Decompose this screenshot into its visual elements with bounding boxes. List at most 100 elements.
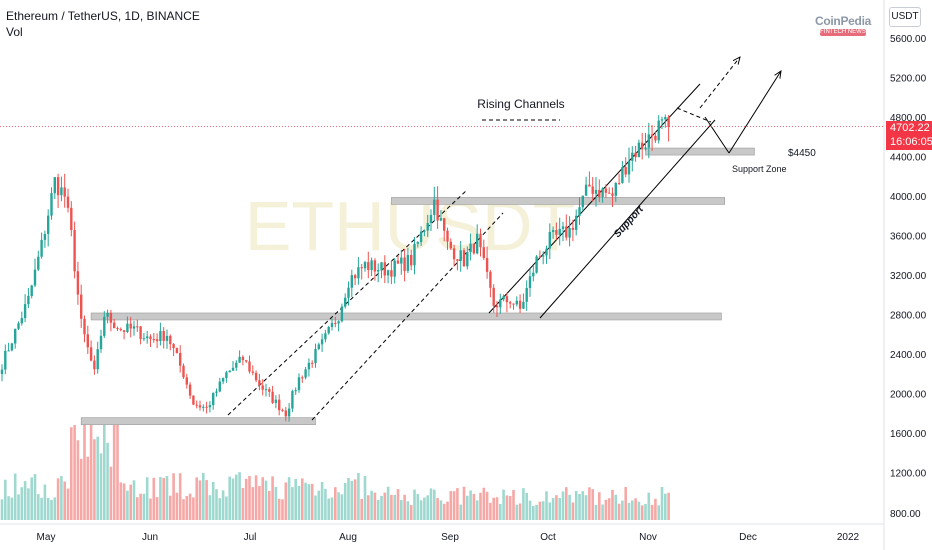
- candle-body: [165, 335, 169, 341]
- volume-bar: [10, 497, 14, 520]
- candle-body: [70, 207, 73, 231]
- volume-bar: [159, 476, 162, 520]
- volume-bar: [634, 498, 637, 520]
- volume-bar: [172, 473, 175, 520]
- candle-body: [172, 344, 175, 349]
- volume-bar: [109, 466, 113, 520]
- volume-bar: [515, 504, 519, 520]
- candle-body: [449, 241, 452, 249]
- volume-bar: [27, 488, 30, 520]
- countdown-tag: 16:06:05: [886, 135, 932, 150]
- volume-bar: [449, 491, 453, 520]
- candle-body: [53, 177, 56, 194]
- candle-body: [439, 218, 443, 221]
- candle-body: [155, 339, 159, 342]
- volume-bar: [637, 501, 641, 520]
- candle-body: [37, 256, 40, 270]
- candle-body: [274, 399, 278, 403]
- candle-body: [472, 243, 476, 254]
- candle-body: [551, 230, 555, 232]
- volume-bar: [297, 486, 301, 520]
- candle-body: [588, 184, 591, 187]
- candle-body: [268, 389, 271, 392]
- candle-body: [146, 336, 149, 339]
- volume-bar: [7, 496, 10, 520]
- volume-bar: [0, 499, 4, 520]
- volume-bar: [96, 436, 99, 520]
- volume-bar: [185, 496, 189, 520]
- scenario-drop-line: [704, 116, 730, 154]
- candle-body: [452, 248, 456, 260]
- candle-body: [4, 350, 7, 370]
- candle-body: [344, 297, 347, 307]
- candle-body: [327, 327, 330, 334]
- volume-bar: [155, 497, 159, 520]
- currency-button[interactable]: USDT: [889, 7, 921, 27]
- rising-channels-label: Rising Channels: [477, 97, 564, 111]
- candle-body: [413, 243, 416, 266]
- candle-body: [182, 365, 185, 378]
- volume-bar: [525, 492, 528, 520]
- volume-indicator-label[interactable]: Vol: [6, 25, 23, 39]
- volume-bar: [376, 499, 380, 520]
- price-axis[interactable]: 800.00 1200.00 1600.00 2000.00 2400.00 2800.0…: [883, 0, 927, 550]
- candle-body: [106, 312, 109, 317]
- volume-bar: [103, 425, 106, 520]
- projection-breakout-arrow: [699, 57, 740, 109]
- candle-body: [644, 147, 647, 150]
- coinpedia-logo: CoinPedia FINTECH NEWS: [812, 14, 874, 44]
- volume-bar: [380, 495, 383, 520]
- volume-bar: [142, 493, 146, 520]
- support-zone: [645, 147, 755, 156]
- volume-bar: [558, 498, 561, 520]
- candle-body: [17, 323, 20, 329]
- candle-body: [634, 152, 637, 158]
- volume-bar: [4, 479, 7, 520]
- volume-bar: [53, 497, 57, 520]
- time-tick-label: Oct: [540, 532, 556, 543]
- volume-bar: [551, 498, 555, 520]
- candle-body: [179, 353, 182, 366]
- candle-body: [212, 392, 215, 406]
- volume-bar: [594, 504, 598, 520]
- candle-body: [334, 322, 337, 324]
- time-axis[interactable]: May Jun Jul Aug Sep Oct Nov Dec 2022: [0, 523, 884, 543]
- volume-bar: [277, 498, 281, 520]
- candle-body: [393, 260, 396, 277]
- chart-title[interactable]: Ethereum / TetherUS, 1D, BINANCE: [6, 9, 200, 23]
- candle-body: [614, 182, 617, 196]
- candle-body: [545, 248, 548, 256]
- candle-body: [456, 259, 459, 261]
- volume-bar: [584, 495, 588, 520]
- volume-bar: [353, 479, 357, 520]
- candle-body: [522, 301, 525, 309]
- candle-body: [624, 167, 627, 175]
- candle-body: [40, 239, 43, 257]
- volume-bar: [598, 492, 601, 520]
- candle-body: [347, 287, 350, 298]
- volume-bar: [317, 490, 321, 520]
- volume-bar: [241, 488, 245, 520]
- candle-body: [185, 377, 188, 385]
- time-tick-label: Aug: [339, 532, 357, 543]
- candle-body: [271, 391, 274, 403]
- candle-body: [357, 267, 360, 279]
- price-tick-label: 5200.00: [890, 74, 927, 85]
- candle-body: [63, 187, 66, 197]
- volume-bar: [601, 504, 604, 520]
- price-candles: [0, 114, 670, 422]
- volume-bar: [195, 477, 198, 520]
- volume-bar: [258, 486, 261, 520]
- volume-bar: [268, 490, 271, 520]
- candle-body: [476, 233, 479, 254]
- volume-bar: [340, 494, 344, 520]
- candle-body: [14, 328, 17, 344]
- volume-bar: [492, 497, 495, 520]
- volume-bar: [70, 427, 73, 520]
- candle-body: [231, 367, 235, 371]
- candle-body: [608, 192, 611, 194]
- volume-bar: [126, 490, 129, 520]
- time-tick-label: Sep: [441, 532, 459, 543]
- candle-body: [248, 361, 251, 372]
